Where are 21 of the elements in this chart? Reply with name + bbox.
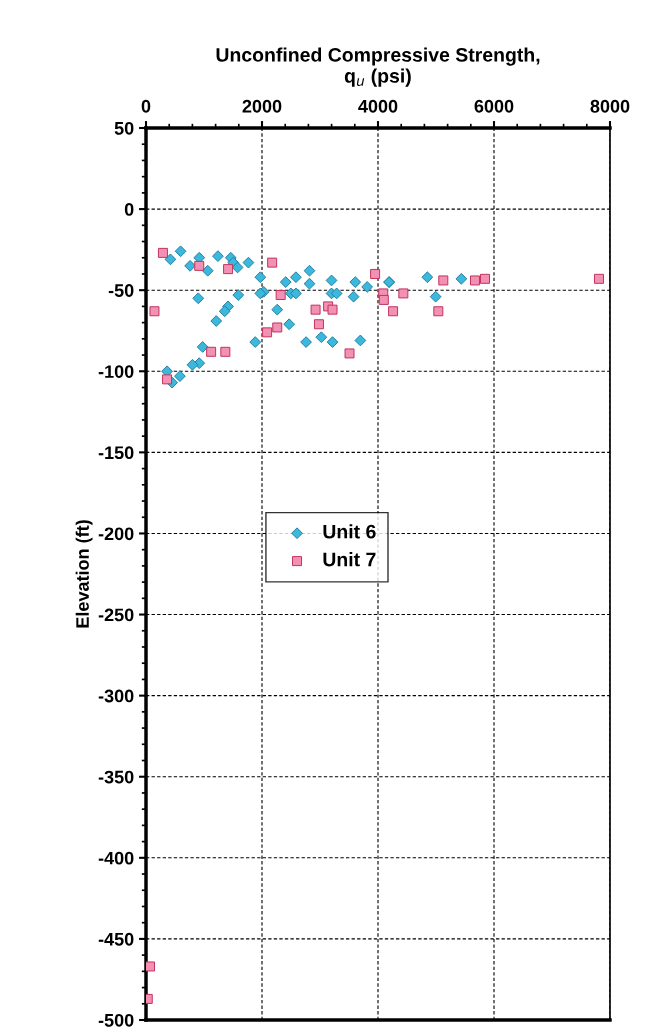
x-tick-label: 4000 bbox=[358, 99, 398, 113]
y-tick-label: -250 bbox=[98, 608, 134, 622]
y-tick-label: -500 bbox=[98, 1013, 134, 1027]
y-tick-label: -300 bbox=[98, 689, 134, 703]
y-tick-label: -350 bbox=[98, 770, 134, 784]
y-tick-label: 0 bbox=[124, 203, 134, 216]
x-tick-label: 2000 bbox=[242, 99, 282, 113]
legend-label: Unit 7 bbox=[323, 552, 376, 567]
y-tick-label: -200 bbox=[98, 527, 134, 541]
y-axis-title: Elevation (ft) bbox=[75, 520, 93, 628]
x-tick-label: 6000 bbox=[474, 99, 514, 113]
x-axis-title: Unconfined Compressive Strength, q$_{u}$ (psi) bbox=[216, 47, 540, 87]
x-tick-label: 8000 bbox=[590, 99, 630, 113]
y-tick-label: -150 bbox=[98, 446, 134, 460]
y-tick-label: -100 bbox=[98, 365, 134, 378]
y-tick-label: -450 bbox=[98, 932, 134, 946]
y-tick-label: -50 bbox=[108, 284, 134, 297]
y-tick-label: 50 bbox=[114, 121, 134, 135]
x-tick-label: 0 bbox=[141, 99, 151, 113]
y-tick-label: -400 bbox=[98, 851, 134, 865]
legend-label: Unit 6 bbox=[323, 524, 376, 539]
